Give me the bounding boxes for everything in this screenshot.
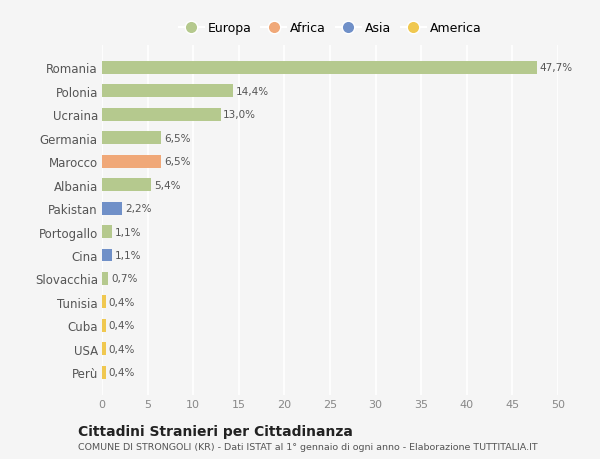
Text: 1,1%: 1,1%: [115, 251, 141, 260]
Text: 0,7%: 0,7%: [111, 274, 137, 284]
Bar: [102, 249, 112, 262]
Legend: Europa, Africa, Asia, America: Europa, Africa, Asia, America: [173, 17, 487, 40]
Bar: [102, 179, 151, 192]
Bar: [102, 132, 161, 145]
Text: 0,4%: 0,4%: [109, 344, 135, 354]
Text: COMUNE DI STRONGOLI (KR) - Dati ISTAT al 1° gennaio di ogni anno - Elaborazione : COMUNE DI STRONGOLI (KR) - Dati ISTAT al…: [78, 442, 538, 451]
Text: Cittadini Stranieri per Cittadinanza: Cittadini Stranieri per Cittadinanza: [78, 425, 353, 438]
Text: 2,2%: 2,2%: [125, 204, 151, 213]
Bar: [102, 319, 106, 332]
Bar: [102, 296, 106, 308]
Bar: [102, 366, 106, 379]
Text: 0,4%: 0,4%: [109, 297, 135, 307]
Text: 5,4%: 5,4%: [154, 180, 181, 190]
Text: 14,4%: 14,4%: [236, 87, 269, 96]
Bar: [102, 85, 233, 98]
Text: 47,7%: 47,7%: [540, 63, 573, 73]
Bar: [102, 109, 221, 122]
Text: 0,4%: 0,4%: [109, 368, 135, 377]
Bar: [102, 342, 106, 355]
Text: 6,5%: 6,5%: [164, 157, 191, 167]
Bar: [102, 156, 161, 168]
Bar: [102, 225, 112, 239]
Text: 6,5%: 6,5%: [164, 134, 191, 143]
Bar: [102, 62, 537, 75]
Text: 13,0%: 13,0%: [223, 110, 256, 120]
Text: 1,1%: 1,1%: [115, 227, 141, 237]
Bar: [102, 202, 122, 215]
Text: 0,4%: 0,4%: [109, 321, 135, 330]
Bar: [102, 272, 109, 285]
